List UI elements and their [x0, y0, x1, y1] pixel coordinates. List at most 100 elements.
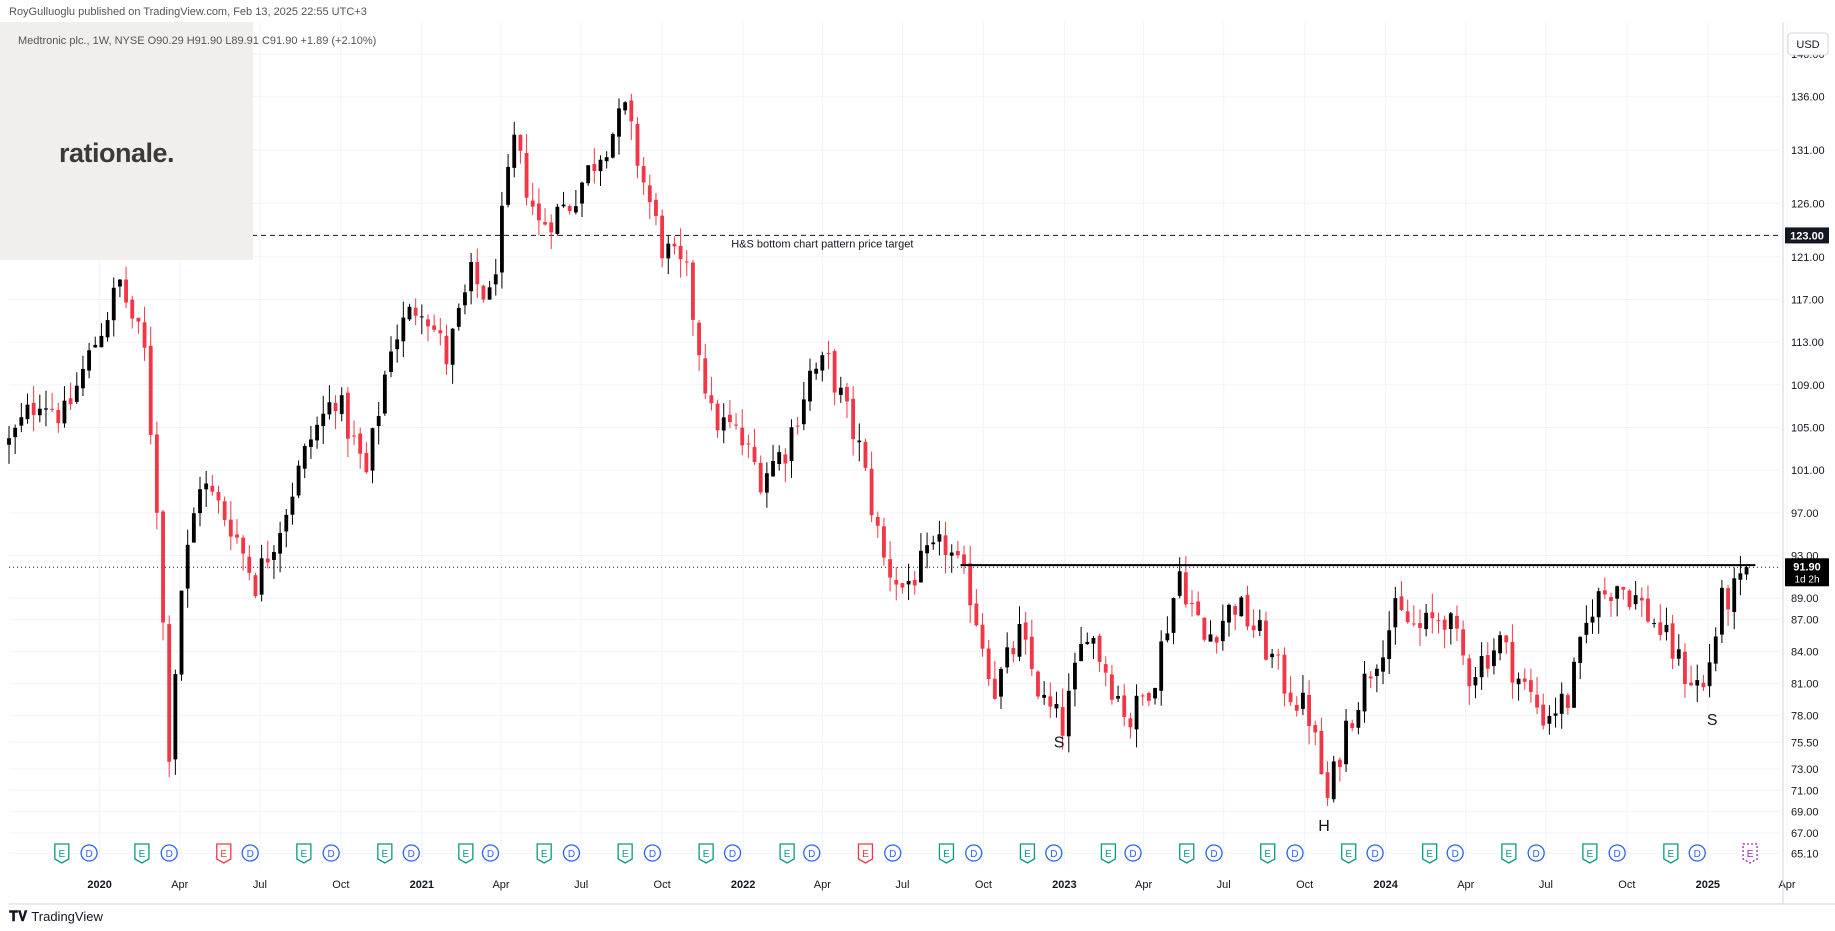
dividend-marker-icon[interactable]: D: [160, 844, 178, 862]
candle: [900, 582, 905, 594]
candle: [1442, 615, 1447, 649]
earnings-marker-icon[interactable]: E: [617, 843, 633, 864]
price-tick-label: 71.00: [1791, 785, 1819, 797]
dividend-marker-icon[interactable]: D: [965, 844, 983, 862]
dividend-marker-icon[interactable]: D: [562, 844, 581, 862]
candle: [1652, 618, 1657, 628]
dividend-circle: [1608, 844, 1626, 862]
earnings-marker-icon[interactable]: E: [1179, 843, 1195, 864]
earnings-marker-icon[interactable]: E: [779, 843, 795, 864]
candle-body: [1609, 597, 1613, 601]
earnings-marker-icon[interactable]: E: [857, 843, 874, 864]
dividend-marker-icon[interactable]: D: [1045, 844, 1063, 862]
dividend-marker-icon[interactable]: D: [1446, 844, 1464, 862]
dividend-marker-icon[interactable]: D: [1205, 844, 1223, 862]
candle-body: [709, 395, 714, 404]
candle-body: [426, 319, 430, 327]
earnings-marker-icon[interactable]: E: [1341, 843, 1357, 864]
price-tick-label: 126.00: [1791, 198, 1825, 210]
candle-body: [962, 554, 966, 565]
candle: [580, 181, 584, 218]
candle-body: [463, 292, 467, 306]
candle: [1048, 682, 1053, 718]
candle: [1177, 557, 1182, 599]
dividend-marker-icon[interactable]: D: [723, 844, 742, 862]
dividend-marker-icon[interactable]: D: [80, 844, 98, 862]
candle-body: [1307, 695, 1311, 726]
candle: [81, 355, 85, 397]
earnings-marker-icon[interactable]: E: [1742, 843, 1758, 864]
candle-body: [272, 552, 276, 561]
dividend-marker-icon[interactable]: D: [643, 844, 662, 862]
candle-body: [259, 558, 264, 595]
candle-body: [666, 243, 671, 259]
event-letter: D: [1210, 849, 1217, 860]
earnings-marker-icon[interactable]: E: [536, 843, 552, 864]
time-axis: 2020 Apr Jul Oct 2021 Apr Jul Oct 2022 Apr Jul Oct 2…: [9, 879, 1835, 905]
footer[interactable]: 𝐓𝐕 TradingView: [9, 908, 103, 925]
earnings-marker-icon[interactable]: E: [1260, 843, 1276, 864]
dividend-marker-icon[interactable]: D: [1608, 844, 1626, 862]
price-target-axis-label: 123.00: [1785, 227, 1829, 244]
earnings-marker-icon[interactable]: E: [1501, 843, 1517, 864]
price-tick-label: 87.00: [1791, 615, 1819, 627]
candle: [561, 191, 566, 208]
dividend-marker-icon[interactable]: D: [1286, 844, 1304, 862]
candle-body: [1664, 624, 1669, 633]
earnings-marker-icon[interactable]: E: [216, 843, 232, 864]
price-target-text: H&S bottom chart pattern price target: [731, 238, 913, 250]
currency-button[interactable]: USD: [1787, 32, 1829, 56]
candle-body: [875, 516, 880, 526]
candle: [808, 358, 812, 411]
candle: [1245, 585, 1250, 631]
earnings-marker-icon[interactable]: E: [296, 843, 312, 864]
dividend-marker-icon[interactable]: D: [803, 844, 821, 862]
candle-body: [1621, 586, 1626, 590]
dividend-marker-icon[interactable]: D: [884, 844, 902, 862]
earnings-shield: [458, 843, 474, 864]
dividend-marker-icon[interactable]: D: [241, 844, 259, 862]
candle: [1701, 674, 1706, 691]
candle-body: [376, 416, 381, 427]
earnings-marker-icon[interactable]: E: [54, 843, 70, 864]
candle: [456, 303, 461, 331]
earnings-marker-icon[interactable]: E: [458, 843, 474, 864]
earnings-marker-icon[interactable]: E: [938, 843, 955, 864]
event-letter: D: [1371, 849, 1378, 860]
candle-body: [419, 316, 424, 318]
dividend-marker-icon[interactable]: D: [1527, 844, 1545, 862]
candle: [992, 661, 997, 700]
candle: [432, 314, 437, 333]
candle-body: [148, 345, 153, 435]
earnings-marker-icon[interactable]: E: [1422, 843, 1438, 864]
dividend-marker-icon[interactable]: D: [1688, 844, 1706, 862]
candle-body: [1054, 703, 1059, 709]
earnings-marker-icon[interactable]: E: [134, 843, 150, 864]
dividend-marker-icon[interactable]: D: [481, 844, 500, 862]
candle: [136, 317, 141, 334]
time-tick-label: 2020: [87, 879, 111, 891]
event-letter: E: [301, 849, 308, 860]
event-letter: D: [568, 849, 575, 860]
candle-body: [721, 417, 726, 431]
earnings-marker-icon[interactable]: E: [698, 843, 714, 864]
candle-body: [1399, 596, 1404, 610]
candle-body: [1658, 622, 1663, 636]
candle: [315, 416, 319, 449]
candle-body: [1128, 718, 1133, 728]
earnings-marker-icon[interactable]: E: [1100, 843, 1117, 864]
candle: [604, 151, 609, 169]
dividend-marker-icon[interactable]: D: [402, 844, 420, 862]
dividend-marker-icon[interactable]: D: [1366, 844, 1384, 862]
earnings-marker-icon[interactable]: E: [1663, 843, 1679, 864]
dividend-marker-icon[interactable]: D: [1124, 844, 1142, 862]
dividend-marker-icon[interactable]: D: [322, 844, 340, 862]
earnings-marker-icon[interactable]: E: [1019, 843, 1036, 864]
candle: [1325, 761, 1330, 806]
candle-body: [44, 408, 48, 410]
earnings-marker-icon[interactable]: E: [377, 843, 393, 864]
candle: [771, 444, 775, 477]
earnings-marker-icon[interactable]: E: [1582, 843, 1598, 864]
